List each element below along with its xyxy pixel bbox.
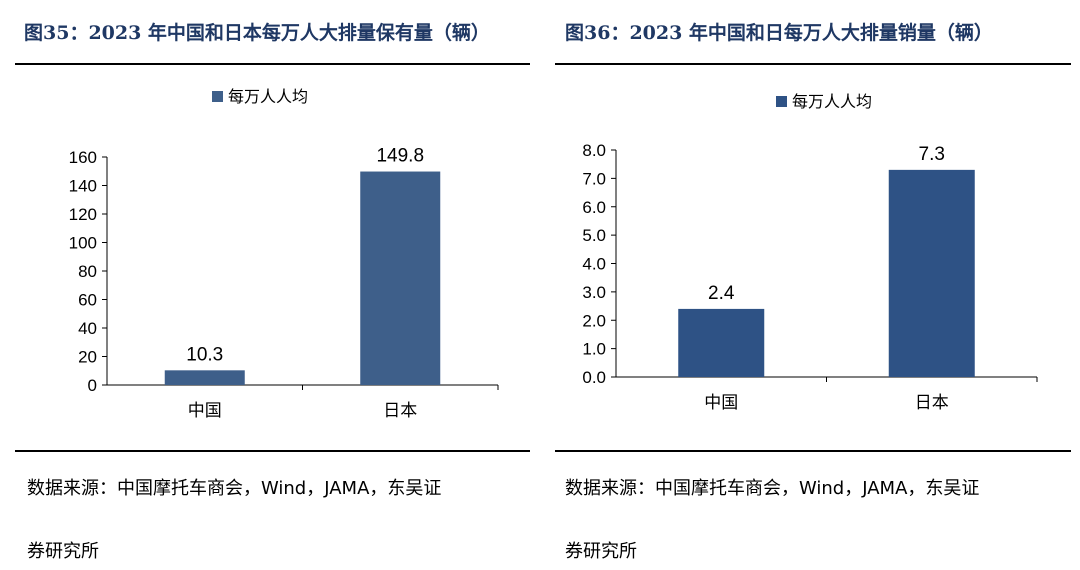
bar	[678, 308, 765, 377]
title-rule	[555, 63, 1071, 65]
legend-swatch	[212, 91, 223, 102]
y-tick-label: 80	[78, 262, 97, 281]
category-label: 日本	[915, 393, 949, 413]
y-tick-label: 40	[78, 319, 97, 338]
source-note: 数据来源：中国摩托车商会，Wind，JAMA，东吴证	[27, 478, 442, 499]
y-tick-label: 100	[69, 234, 97, 253]
y-tick-label: 2.0	[582, 311, 606, 330]
figure-title: 图35：2023 年中国和日本每万人大排量保有量（辆）	[24, 22, 490, 44]
figure-title: 图36：2023 年中国和日每万人大排量销量（辆）	[565, 22, 993, 44]
category-label: 中国	[188, 401, 222, 421]
y-tick-label: 3.0	[582, 283, 606, 302]
bar	[164, 370, 245, 385]
y-tick-label: 160	[69, 148, 97, 167]
y-tick-label: 7.0	[582, 169, 606, 188]
y-tick-label: 1.0	[582, 340, 606, 359]
legend-label: 每万人人均	[228, 87, 308, 106]
source-note-cont: 券研究所	[565, 541, 637, 562]
source-rule	[15, 450, 530, 452]
y-tick-label: 0	[88, 376, 97, 395]
data-label: 7.3	[919, 144, 945, 165]
data-label: 10.3	[186, 344, 223, 365]
bar	[360, 171, 441, 385]
data-label: 2.4	[708, 283, 735, 304]
y-tick-label: 20	[78, 348, 97, 367]
bar-chart-sales: 每万人人均 0.0 1.0 2.0 3.0 4.0 5.0 6.0 7.0 8.0 2.4 中国 7.3…	[582, 92, 1038, 413]
category-label: 日本	[383, 401, 417, 421]
data-label: 149.8	[376, 146, 424, 167]
y-tick-label: 120	[69, 205, 97, 224]
figure-36-panel: 图36：2023 年中国和日每万人大排量销量（辆） 每万人人均 0.0 1.0 2.0…	[540, 0, 1080, 570]
source-note: 数据来源：中国摩托车商会，Wind，JAMA，东吴证	[565, 478, 980, 499]
y-tick-label: 4.0	[582, 255, 606, 274]
source-rule	[555, 450, 1071, 452]
y-tick-label: 0.0	[582, 368, 606, 387]
legend-swatch	[776, 96, 787, 107]
legend-label: 每万人人均	[792, 92, 872, 111]
bar	[888, 169, 975, 377]
y-tick-label: 60	[78, 291, 97, 310]
bar-chart-holdings: 每万人人均 0 20 40 60 80 100 120 140 160 10.3 中国 149.8 日本	[69, 87, 499, 421]
figure-35-panel: 图35：2023 年中国和日本每万人大排量保有量（辆） 每万人人均 0 20 40 60…	[15, 22, 530, 562]
y-tick-label: 140	[69, 177, 97, 196]
title-rule	[15, 63, 530, 65]
y-tick-label: 8.0	[582, 141, 606, 160]
y-tick-label: 5.0	[582, 226, 606, 245]
y-tick-label: 6.0	[582, 198, 606, 217]
category-label: 中国	[704, 393, 738, 413]
source-note-cont: 券研究所	[27, 541, 99, 562]
